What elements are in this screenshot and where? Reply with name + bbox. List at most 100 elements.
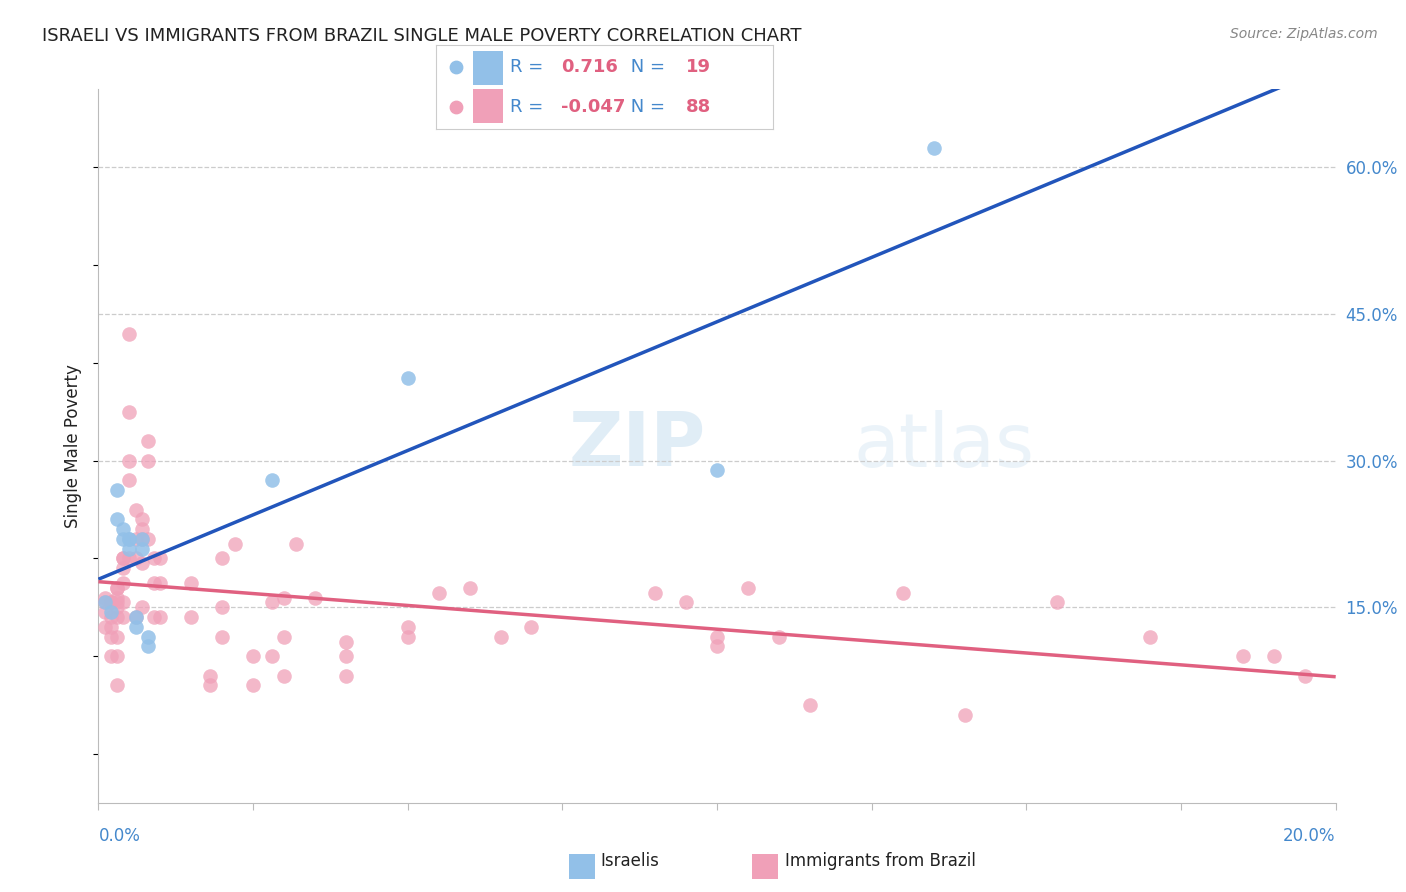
- Point: [100, 605, 122, 619]
- Point: [100, 620, 122, 634]
- Point: [1139, 630, 1161, 644]
- Point: [396, 620, 419, 634]
- Point: [706, 463, 728, 477]
- Point: [100, 630, 122, 644]
- Point: [396, 630, 419, 644]
- Point: [211, 551, 233, 566]
- Text: 0.0%: 0.0%: [98, 827, 141, 846]
- Point: [143, 551, 166, 566]
- Point: [105, 630, 128, 644]
- Point: [211, 600, 233, 615]
- Point: [112, 610, 135, 624]
- Point: [260, 595, 283, 609]
- Y-axis label: Single Male Poverty: Single Male Poverty: [65, 364, 83, 528]
- Point: [1294, 669, 1316, 683]
- Point: [112, 551, 135, 566]
- Point: [112, 561, 135, 575]
- Point: [768, 630, 790, 644]
- Point: [136, 434, 159, 449]
- Point: [737, 581, 759, 595]
- Point: [396, 370, 419, 384]
- FancyBboxPatch shape: [472, 88, 503, 122]
- Point: [273, 591, 295, 605]
- Point: [335, 669, 357, 683]
- Point: [112, 575, 135, 590]
- Point: [922, 141, 945, 155]
- Point: [93, 620, 115, 634]
- FancyBboxPatch shape: [472, 52, 503, 86]
- Text: atlas: atlas: [853, 409, 1035, 483]
- Point: [112, 522, 135, 536]
- Point: [198, 669, 221, 683]
- Point: [124, 502, 146, 516]
- Point: [706, 640, 728, 654]
- Point: [105, 610, 128, 624]
- Point: [136, 532, 159, 546]
- Point: [211, 630, 233, 644]
- Point: [131, 512, 153, 526]
- Point: [124, 610, 146, 624]
- Point: [118, 405, 141, 419]
- Text: Immigrants from Brazil: Immigrants from Brazil: [785, 852, 976, 870]
- Point: [335, 634, 357, 648]
- Point: [891, 585, 914, 599]
- Point: [1232, 649, 1254, 664]
- Point: [458, 581, 481, 595]
- Point: [112, 551, 135, 566]
- Point: [520, 620, 543, 634]
- Text: -0.047: -0.047: [561, 98, 626, 116]
- Point: [105, 483, 128, 497]
- Point: [131, 522, 153, 536]
- Point: [131, 600, 153, 615]
- Point: [799, 698, 821, 712]
- Point: [124, 620, 146, 634]
- Point: [105, 678, 128, 692]
- Point: [118, 532, 141, 546]
- Point: [136, 453, 159, 467]
- Point: [489, 630, 512, 644]
- Point: [224, 537, 246, 551]
- Point: [112, 532, 135, 546]
- Point: [105, 600, 128, 615]
- Point: [149, 551, 172, 566]
- Point: [242, 649, 264, 664]
- Point: [427, 585, 450, 599]
- Text: N =: N =: [624, 98, 671, 116]
- Point: [273, 630, 295, 644]
- Point: [242, 678, 264, 692]
- Point: [953, 707, 976, 722]
- Point: [143, 575, 166, 590]
- Point: [100, 595, 122, 609]
- Point: [93, 595, 115, 609]
- Point: [118, 541, 141, 556]
- Point: [335, 649, 357, 664]
- Point: [93, 595, 115, 609]
- Point: [198, 678, 221, 692]
- Point: [149, 575, 172, 590]
- Point: [136, 630, 159, 644]
- Text: ISRAELI VS IMMIGRANTS FROM BRAZIL SINGLE MALE POVERTY CORRELATION CHART: ISRAELI VS IMMIGRANTS FROM BRAZIL SINGLE…: [42, 27, 801, 45]
- Point: [131, 541, 153, 556]
- Point: [105, 581, 128, 595]
- Point: [112, 595, 135, 609]
- Point: [304, 591, 326, 605]
- Text: 0.716: 0.716: [561, 58, 617, 76]
- Point: [260, 473, 283, 487]
- Point: [105, 649, 128, 664]
- Point: [118, 473, 141, 487]
- Text: R =: R =: [510, 58, 550, 76]
- Point: [124, 610, 146, 624]
- Point: [143, 610, 166, 624]
- Point: [105, 512, 128, 526]
- Point: [1046, 595, 1069, 609]
- Text: 19: 19: [686, 58, 710, 76]
- Point: [285, 537, 308, 551]
- Point: [124, 532, 146, 546]
- Point: [124, 551, 146, 566]
- Point: [180, 610, 202, 624]
- Point: [100, 610, 122, 624]
- Point: [100, 595, 122, 609]
- Point: [131, 532, 153, 546]
- Text: N =: N =: [624, 58, 671, 76]
- Point: [105, 581, 128, 595]
